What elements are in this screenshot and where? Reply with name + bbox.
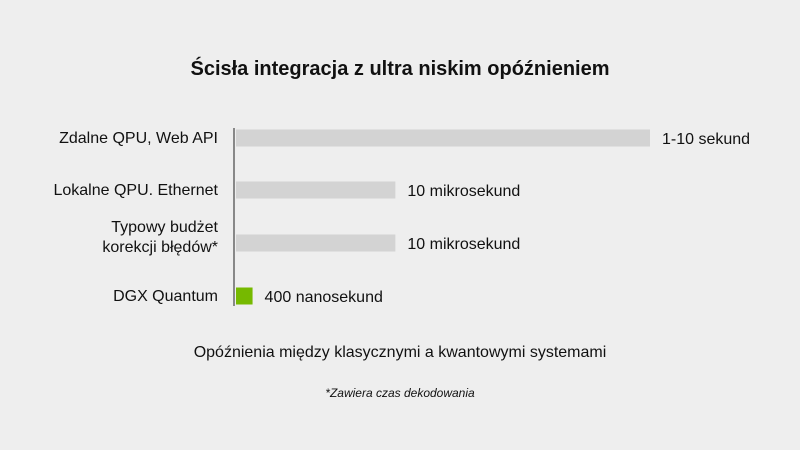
bar-3 (236, 287, 253, 305)
value-label-1: 10 mikrosekund (407, 183, 520, 200)
category-label-1: Lokalne QPU. Ethernet (53, 182, 218, 199)
chart-title: Ścisła integracja z ultra niskim opóźnie… (190, 58, 610, 80)
value-label-2: 10 mikrosekund (407, 236, 520, 253)
bar-2 (236, 234, 396, 252)
bar-chart: Zdalne QPU, Web API 1-10 sekund Lokalne QP… (53, 128, 750, 306)
category-label-2-1: korekcji błędów* (102, 239, 218, 256)
bar-0 (236, 129, 650, 147)
category-label-3: DGX Quantum (113, 288, 218, 305)
bar-1 (236, 181, 396, 199)
value-label-0: 1-10 sekund (662, 131, 750, 148)
category-label-0: Zdalne QPU, Web API (59, 130, 218, 147)
chart-x-label: Opóźnienia między klasycznymi a kwantowy… (193, 344, 607, 361)
category-label-2-0: Typowy budżet (111, 219, 218, 236)
value-label-3: 400 nanosekund (265, 289, 383, 306)
chart-footnote: *Zawiera czas dekodowania (325, 386, 475, 400)
